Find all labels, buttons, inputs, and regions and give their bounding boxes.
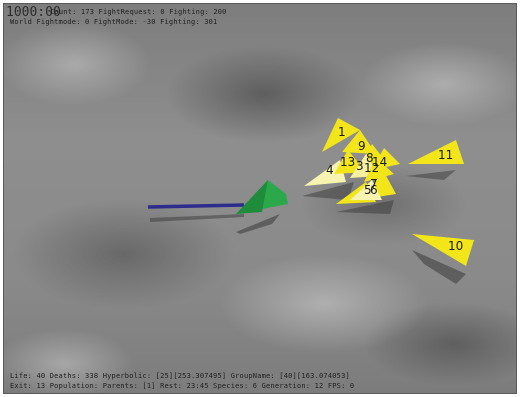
- agent-label: 9: [358, 139, 366, 153]
- agent-11[interactable]: [408, 140, 464, 164]
- agent-1[interactable]: [322, 118, 360, 152]
- agent-label: 13: [340, 155, 355, 169]
- player-trail: [147, 203, 245, 209]
- hud-line: Life: 40 Deaths: 338 Hyperbolic: [25][25…: [10, 372, 350, 380]
- agent-label: 7: [370, 177, 378, 191]
- scene-canvas: 1 9 8 13 4 3 12 14 7 5 6 11 10: [147, 118, 474, 284]
- player-agent-shade: [236, 180, 268, 214]
- agent-label: 5: [364, 183, 372, 197]
- agent-shadow: [406, 170, 456, 180]
- game-viewport[interactable]: 1 9 8 13 4 3 12 14 7 5 6 11 10 1000:00 C…: [4, 4, 517, 393]
- agent-label: 11: [438, 148, 453, 162]
- hud-stats-top: Count: 173 FightRequest: 0 Fighting: 200…: [10, 7, 227, 27]
- agent-4[interactable]: [304, 160, 346, 186]
- clock-readout: 1000:00: [6, 5, 61, 20]
- agent-14[interactable]: [372, 148, 400, 170]
- agent-label: 6: [370, 183, 378, 197]
- hud-stats-bottom: Life: 40 Deaths: 338 Hyperbolic: [25][25…: [10, 371, 354, 391]
- agent-label: 8: [366, 151, 374, 165]
- agent-label: 1: [338, 125, 346, 139]
- agent-shadow: [412, 250, 466, 284]
- hud-line: Count: 173 FightRequest: 0 Fighting: 200: [50, 8, 227, 16]
- agent-label: 12: [364, 161, 379, 175]
- agent-label: 3: [356, 159, 364, 173]
- agent-6[interactable]: [350, 180, 382, 200]
- agent-12[interactable]: [364, 158, 394, 182]
- agent-label: 14: [372, 155, 387, 169]
- agent-10[interactable]: [412, 234, 474, 266]
- agent-label: 4: [326, 163, 334, 177]
- hud-line: World Fightmode: 0 FightMode: -30 Fighti…: [10, 18, 218, 26]
- agent-9[interactable]: [342, 130, 376, 154]
- agent-shadow: [336, 200, 394, 214]
- hud-line: Exit: 13 Population: Parents: [1] Rest: …: [10, 382, 355, 390]
- trail-shadow: [150, 214, 244, 222]
- player-shadow: [236, 214, 280, 234]
- agent-shadow: [302, 182, 354, 200]
- agent-label: 10: [448, 239, 463, 253]
